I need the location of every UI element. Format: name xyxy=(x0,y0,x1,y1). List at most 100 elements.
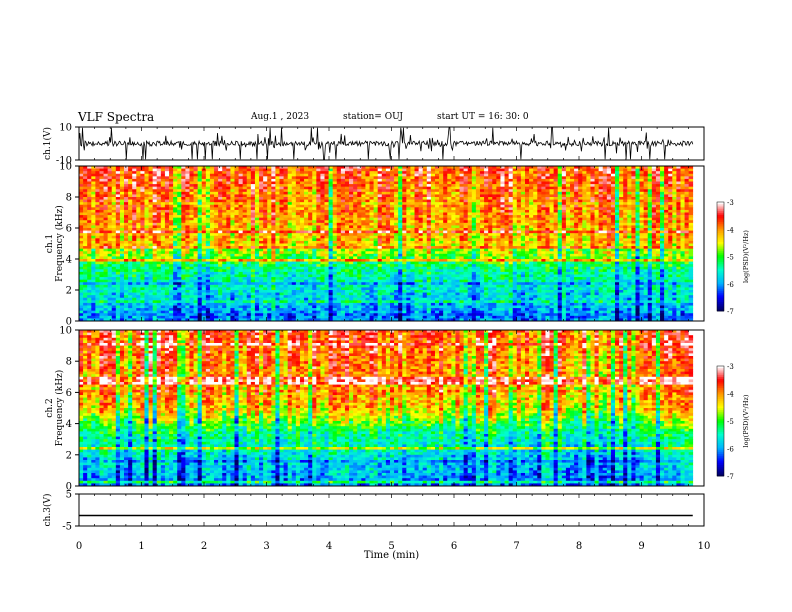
spectrogram-cell xyxy=(537,223,541,226)
spectrogram-cell xyxy=(259,238,263,241)
spectrogram-cell xyxy=(374,197,378,200)
spectrogram-cell xyxy=(341,213,345,216)
spectrogram-cell xyxy=(386,213,390,216)
spectrogram-cell xyxy=(361,179,365,182)
spectrogram-cell xyxy=(300,218,304,221)
spectrogram-cell xyxy=(234,215,238,218)
spectrogram-cell xyxy=(169,220,173,223)
spectrogram-cell xyxy=(279,215,283,218)
spectrogram-cell xyxy=(128,246,132,249)
spectrogram-cell xyxy=(619,184,623,187)
spectrogram-cell xyxy=(149,210,153,213)
spectrogram-cell xyxy=(505,176,509,179)
spectrogram-cell xyxy=(132,187,136,190)
spectrogram-cell xyxy=(484,225,488,228)
spectrogram-cell xyxy=(464,207,468,210)
spectrogram-cell xyxy=(83,233,87,236)
spectrogram-cell xyxy=(230,213,234,216)
spectrogram-cell xyxy=(83,192,87,195)
spectrogram-cell xyxy=(198,194,202,197)
spectrogram-cell xyxy=(198,200,202,203)
spectrogram-cell xyxy=(153,184,157,187)
spectrogram-cell xyxy=(505,200,509,203)
spectrogram-cell xyxy=(226,176,230,179)
spectrogram-cell xyxy=(259,233,263,236)
spectrogram-cell xyxy=(566,231,570,234)
spectrogram-cell xyxy=(120,246,124,249)
spectrogram-cell xyxy=(345,244,349,247)
spectrogram-cell xyxy=(644,213,648,216)
spectrogram-cell xyxy=(476,200,480,203)
spectrogram-cell xyxy=(357,210,361,213)
spectrogram-cell xyxy=(398,215,402,218)
spectrogram-cell xyxy=(181,189,185,192)
spectrogram-cell xyxy=(300,171,304,174)
spectrogram-cell xyxy=(529,207,533,210)
spectrogram-cell xyxy=(586,236,590,239)
spectrogram-cell xyxy=(198,249,202,252)
spectrogram-cell xyxy=(550,238,554,241)
spectrogram-cell xyxy=(296,200,300,203)
spectrogram-cell xyxy=(619,207,623,210)
spectrogram-cell xyxy=(550,184,554,187)
spectrogram-cell xyxy=(140,236,144,239)
spectrogram-cell xyxy=(161,220,165,223)
spectrogram-cell xyxy=(255,246,259,249)
spectrogram-cell xyxy=(116,187,120,190)
spectrogram-cell xyxy=(562,176,566,179)
spectrogram-cell xyxy=(562,249,566,252)
spectrogram-cell xyxy=(390,244,394,247)
spectrogram-cell xyxy=(386,244,390,247)
spectrogram-cell xyxy=(685,225,689,228)
spectrogram-cell xyxy=(427,187,431,190)
spectrogram-cell xyxy=(623,200,627,203)
spectrogram-cell xyxy=(664,220,668,223)
spectrogram-cell xyxy=(484,174,488,177)
spectrogram-cell xyxy=(255,179,259,182)
spectrogram-cell xyxy=(578,202,582,205)
spectrogram-cell xyxy=(431,197,435,200)
spectrogram-cell xyxy=(300,194,304,197)
spectrogram-cell xyxy=(243,202,247,205)
spectrogram-cell xyxy=(218,207,222,210)
spectrogram-cell xyxy=(153,171,157,174)
spectrogram-cell xyxy=(529,184,533,187)
spectrogram-cell xyxy=(423,171,427,174)
spectrogram-cell xyxy=(189,215,193,218)
spectrogram-cell xyxy=(177,207,181,210)
spectrogram-cell xyxy=(210,223,214,226)
spectrogram-cell xyxy=(545,205,549,208)
spectrogram-cell xyxy=(202,231,206,234)
spectrogram-cell xyxy=(149,233,153,236)
spectrogram-cell xyxy=(419,169,423,172)
spectrogram-cell xyxy=(124,231,128,234)
spectrogram-cell xyxy=(676,244,680,247)
spectrogram-cell xyxy=(406,233,410,236)
spectrogram-cell xyxy=(353,249,357,252)
spectrogram-cell xyxy=(91,207,95,210)
spectrogram-cell xyxy=(590,210,594,213)
spectrogram-cell xyxy=(509,236,513,239)
spectrogram-cell xyxy=(337,210,341,213)
spectrogram-cell xyxy=(415,236,419,239)
spectrogram-cell xyxy=(329,241,333,244)
spectrogram-cell xyxy=(570,233,574,236)
spectrogram-cell xyxy=(480,205,484,208)
spectrogram-cell xyxy=(198,241,202,244)
spectrogram-cell xyxy=(357,236,361,239)
spectrogram-cell xyxy=(357,213,361,216)
spectrogram-cell xyxy=(218,231,222,234)
spectrogram-cell xyxy=(320,249,324,252)
spectrogram-cell xyxy=(451,236,455,239)
spectrogram-cell xyxy=(349,236,353,239)
spectrogram-cell xyxy=(582,182,586,185)
spectrogram-cell xyxy=(169,215,173,218)
spectrogram-cell xyxy=(513,215,517,218)
spectrogram-cell xyxy=(689,192,693,195)
spectrogram-cell xyxy=(529,197,533,200)
spectrogram-cell xyxy=(410,223,414,226)
spectrogram-cell xyxy=(112,251,116,254)
spectrogram-cell xyxy=(251,213,255,216)
spectrogram-cell xyxy=(386,192,390,195)
spectrogram-cell xyxy=(300,207,304,210)
